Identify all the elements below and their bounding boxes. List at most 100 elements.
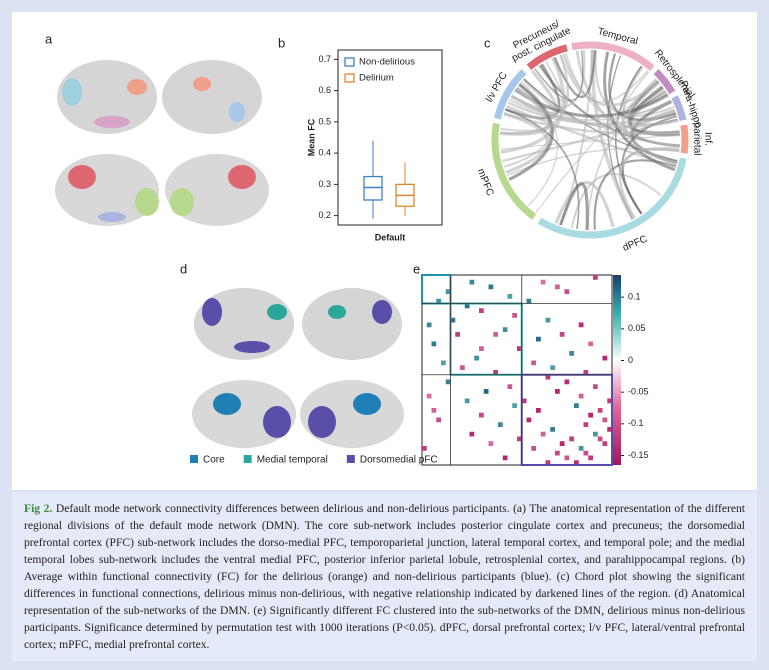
- legend-label: Medial temporal: [257, 455, 328, 466]
- region: [353, 393, 381, 415]
- region: [170, 188, 194, 216]
- chord: [562, 53, 660, 107]
- brain: [162, 60, 262, 134]
- chord-label: parietal: [691, 123, 702, 156]
- matrix-cell: [583, 450, 589, 456]
- colorbar-label: 0: [628, 355, 633, 365]
- matrix-cell: [597, 436, 603, 442]
- chord: [594, 50, 675, 117]
- matrix-cell: [507, 384, 513, 389]
- matrix-cell: [588, 341, 593, 347]
- figure: a b c d e 0.2 0.3 0.4 0.5 0.6 0.7 Mean FC Default Non…: [12, 12, 757, 490]
- matrix-cell: [559, 441, 565, 446]
- matrix-cell: [593, 431, 598, 437]
- region: [213, 393, 241, 415]
- matrix-cell: [469, 431, 475, 437]
- matrix-cell: [469, 279, 475, 285]
- y-tick-label: 0.2: [318, 210, 331, 220]
- legend-swatch: [344, 57, 355, 67]
- matrix-cell: [602, 441, 608, 446]
- legend-label: Dorsomedial pFC: [360, 455, 438, 466]
- matrix-cell: [460, 365, 465, 370]
- region: [135, 188, 159, 216]
- matrix-cell: [474, 355, 479, 361]
- matrix-cell: [526, 298, 532, 304]
- box: [363, 175, 383, 201]
- matrix-cell: [441, 360, 446, 366]
- matrix-cell: [507, 294, 513, 299]
- matrix-cell: [555, 284, 560, 290]
- panel-label: b: [278, 35, 285, 50]
- matrix-cell: [569, 436, 574, 442]
- chord-arc: [494, 69, 527, 120]
- chord: [508, 83, 554, 181]
- matrix-cell: [545, 460, 551, 465]
- matrix-cell: [607, 427, 612, 432]
- chord: [500, 57, 566, 154]
- chord-arc: [571, 41, 655, 71]
- region: [68, 165, 96, 189]
- chord-arc: [537, 157, 687, 239]
- matrix-cell: [431, 408, 437, 413]
- legend-swatch: [344, 73, 355, 83]
- region: [94, 116, 130, 128]
- legend-swatch: [190, 455, 198, 463]
- matrix-cell: [493, 332, 498, 337]
- chord: [570, 172, 662, 229]
- brains-a: [55, 60, 269, 226]
- chord: [565, 53, 680, 133]
- region: [372, 300, 392, 324]
- chord: [553, 50, 597, 99]
- y-axis-label: Mean FC: [306, 118, 316, 156]
- region: [193, 77, 211, 91]
- matrix-cell: [531, 360, 536, 366]
- matrix-cell: [431, 341, 437, 347]
- matrix-cell: [540, 279, 546, 285]
- matrix-cell: [574, 403, 579, 408]
- legend-label: Delirium: [359, 73, 394, 84]
- matrix-cell: [593, 384, 598, 389]
- matrix-cell: [588, 412, 593, 418]
- matrix-cell: [517, 346, 522, 351]
- legend-swatch: [243, 455, 252, 463]
- matrix-cell: [597, 408, 603, 413]
- chord: [505, 108, 580, 230]
- matrix-cell: [422, 446, 427, 451]
- matrix-cell: [526, 417, 532, 423]
- matrix-cell: [578, 393, 584, 399]
- matrix-cell: [574, 460, 579, 465]
- matrix-cell: [545, 374, 551, 380]
- matrix-cell: [564, 455, 570, 461]
- matrix-cell: [540, 431, 546, 437]
- matrix-cell: [593, 275, 598, 280]
- matrix-cell: [602, 355, 608, 361]
- legend-label: Non-delirious: [359, 57, 415, 68]
- colorbar-label: -0.1: [628, 418, 644, 428]
- panel-label: e: [413, 261, 420, 276]
- colorbar: [613, 275, 621, 465]
- matrix-cell: [479, 308, 484, 313]
- chord: [586, 82, 661, 230]
- chord-arc: [526, 44, 568, 70]
- matrix-cell: [488, 284, 494, 290]
- chord-arc: [491, 122, 537, 220]
- caption-text: Default mode network connectivity differ…: [24, 502, 746, 651]
- chord-label: mPFC: [475, 167, 496, 197]
- region: [228, 165, 256, 189]
- region: [308, 406, 336, 438]
- chord: [510, 94, 679, 129]
- region: [263, 406, 291, 438]
- matrix-cell: [550, 427, 555, 432]
- colorbar-label: -0.05: [628, 387, 649, 397]
- matrix-cell: [536, 336, 541, 342]
- matrix-frame: [421, 274, 613, 466]
- brain: [57, 60, 157, 134]
- chord-arc: [653, 69, 676, 95]
- colorbar-label: 0.1: [628, 292, 641, 302]
- caption-label: Fig 2.: [24, 502, 53, 515]
- chord-label: dPFC: [621, 234, 649, 254]
- matrix-cell: [455, 332, 460, 337]
- matrix-cell: [555, 389, 560, 394]
- matrix-cell: [436, 417, 441, 423]
